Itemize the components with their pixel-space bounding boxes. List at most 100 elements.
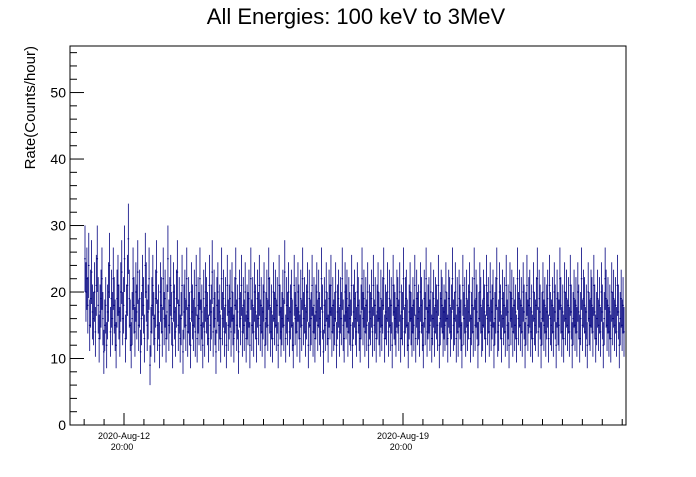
- data-point: [468, 262, 471, 322]
- data-point: [202, 269, 205, 328]
- data-point: [416, 292, 419, 346]
- data-point: [260, 277, 263, 334]
- data-point: [267, 299, 269, 352]
- data-point: [325, 262, 328, 322]
- data-point: [137, 299, 140, 352]
- data-point: [85, 262, 87, 322]
- data-point: [191, 284, 194, 340]
- data-point: [516, 247, 519, 310]
- data-point: [312, 307, 314, 357]
- data-point: [381, 277, 384, 334]
- data-point: [190, 262, 193, 322]
- data-point: [438, 322, 441, 369]
- data-point: [141, 254, 144, 316]
- data-point: [406, 299, 409, 352]
- data-point: [245, 314, 247, 363]
- data-point: [540, 322, 542, 369]
- data-point: [172, 262, 175, 322]
- data-point: [440, 269, 442, 328]
- data-point: [120, 262, 122, 322]
- data-point: [474, 299, 476, 352]
- data-point: [345, 284, 347, 340]
- data-point: [377, 262, 379, 322]
- data-point: [606, 299, 608, 352]
- data-point: [168, 299, 170, 352]
- data-point: [110, 269, 113, 328]
- data-point: [588, 292, 590, 346]
- data-point: [545, 284, 548, 340]
- data-point: [320, 247, 323, 310]
- data-point: [133, 277, 135, 334]
- data-point: [123, 225, 126, 293]
- data-point: [601, 284, 604, 340]
- data-point: [162, 247, 165, 310]
- data-point: [188, 292, 191, 346]
- data-point: [369, 292, 372, 346]
- data-point: [334, 262, 337, 322]
- data-point: [572, 292, 574, 346]
- data-point: [208, 254, 211, 316]
- data-point: [508, 322, 510, 369]
- data-point: [342, 299, 344, 352]
- data-point: [300, 299, 303, 352]
- data-point: [530, 284, 533, 340]
- data-point: [187, 277, 190, 334]
- data-point: [327, 314, 329, 363]
- data-point: [258, 254, 261, 316]
- data-point: [277, 322, 279, 369]
- data-point: [221, 292, 224, 346]
- data-point: [313, 277, 315, 334]
- data-point: [466, 299, 469, 352]
- data-point: [158, 322, 161, 369]
- data-point: [383, 314, 386, 363]
- data-point: [222, 269, 225, 328]
- data-point: [107, 262, 110, 322]
- data-point: [437, 254, 440, 316]
- data-point: [301, 247, 304, 310]
- data-point: [558, 299, 560, 352]
- data-point: [298, 284, 300, 340]
- data-point: [493, 322, 495, 369]
- data-point: [568, 307, 571, 357]
- data-point: [210, 284, 213, 340]
- data-point: [521, 307, 524, 357]
- data-point: [176, 240, 179, 304]
- data-point: [152, 292, 155, 346]
- data-point: [532, 262, 535, 322]
- data-point: [235, 299, 238, 352]
- data-point: [358, 299, 361, 352]
- data-point: [495, 277, 497, 334]
- data-point: [417, 284, 420, 340]
- data-point: [414, 254, 416, 316]
- data-point: [230, 307, 232, 357]
- data-point: [136, 284, 138, 340]
- data-point: [517, 292, 520, 346]
- data-point: [293, 254, 295, 316]
- data-point: [308, 269, 311, 328]
- data-point: [617, 284, 620, 340]
- data-point: [526, 254, 528, 316]
- data-point: [95, 254, 98, 316]
- data-point: [213, 269, 215, 328]
- data-point: [598, 277, 601, 334]
- data-point: [483, 284, 486, 340]
- data-point: [371, 307, 374, 357]
- data-point: [593, 254, 595, 316]
- data-point: [528, 277, 530, 334]
- data-point: [581, 299, 584, 352]
- data-point: [593, 284, 596, 340]
- data-point: [270, 284, 273, 340]
- data-point: [117, 254, 119, 316]
- data-point: [145, 262, 148, 322]
- data-point: [184, 269, 186, 328]
- data-point: [608, 307, 610, 357]
- data-point: [533, 292, 536, 346]
- data-point: [499, 284, 502, 340]
- data-point: [385, 292, 388, 346]
- data-point: [497, 299, 500, 352]
- data-point: [203, 307, 206, 357]
- data-point: [216, 277, 218, 334]
- data-point: [185, 247, 188, 310]
- data-point: [356, 262, 359, 322]
